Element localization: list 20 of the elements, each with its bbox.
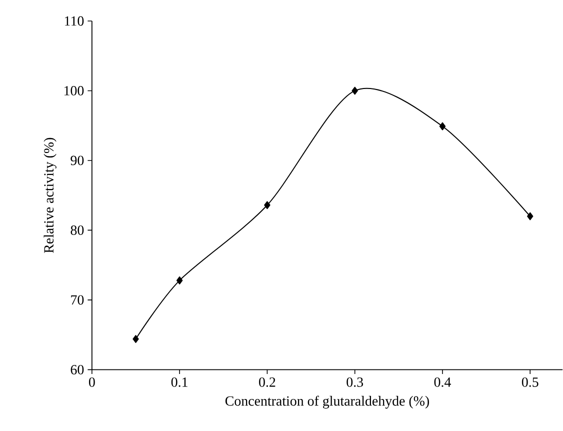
point	[352, 86, 358, 95]
y-tick-label: 80	[70, 226, 84, 236]
x-tick-label: 0.3	[346, 378, 364, 388]
y-tick-label: 70	[71, 295, 84, 305]
x-tick-label: 0.4	[434, 378, 451, 388]
x-axis-title: Concentration of glutaraldehyde (%)	[225, 396, 429, 409]
y-tick-label: 110	[65, 16, 84, 26]
x-tick-label: 0.5	[522, 378, 538, 388]
point	[264, 201, 270, 210]
y-tick-label: 90	[70, 156, 84, 166]
y-axis-title: Relative activity (%)	[44, 138, 56, 254]
y-tick-label: 100	[64, 86, 84, 96]
y-tick-label: 60	[70, 365, 84, 375]
x-tick-label: 0	[88, 378, 95, 388]
point	[527, 212, 534, 220]
point	[132, 335, 139, 344]
x-tick-label: 0.2	[259, 378, 276, 388]
point	[439, 122, 446, 130]
point	[176, 276, 183, 285]
x-tick-label: 0.1	[171, 378, 188, 388]
